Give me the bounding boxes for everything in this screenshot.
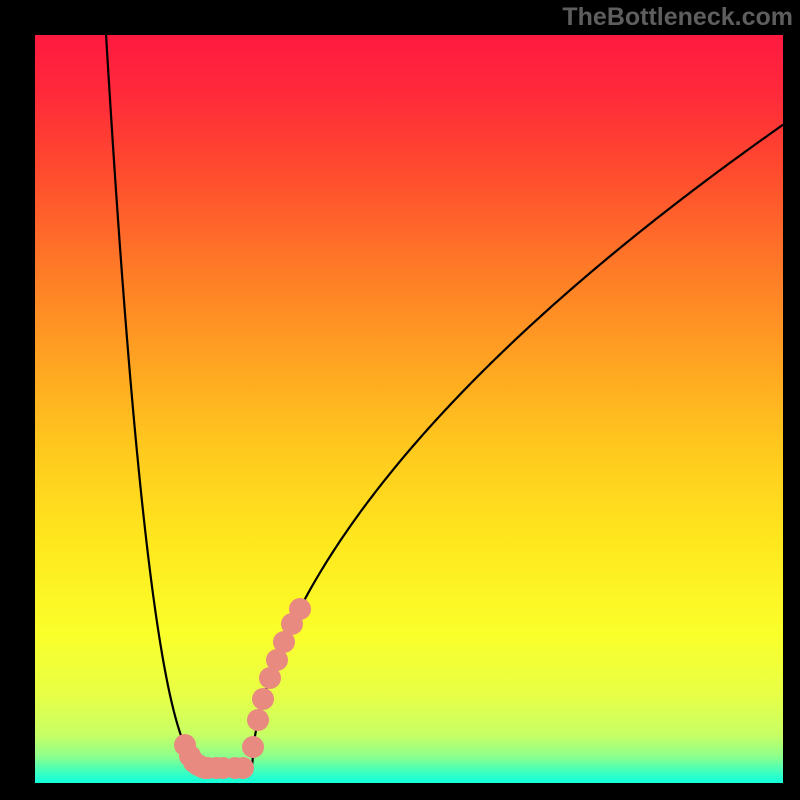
data-bead (232, 757, 254, 779)
data-bead (247, 709, 269, 731)
watermark-text: TheBottleneck.com (562, 3, 793, 32)
data-bead (289, 598, 311, 620)
plot-gradient-area (35, 35, 783, 783)
figure-root: TheBottleneck.com (0, 0, 800, 800)
data-bead (252, 688, 274, 710)
data-bead (242, 736, 264, 758)
